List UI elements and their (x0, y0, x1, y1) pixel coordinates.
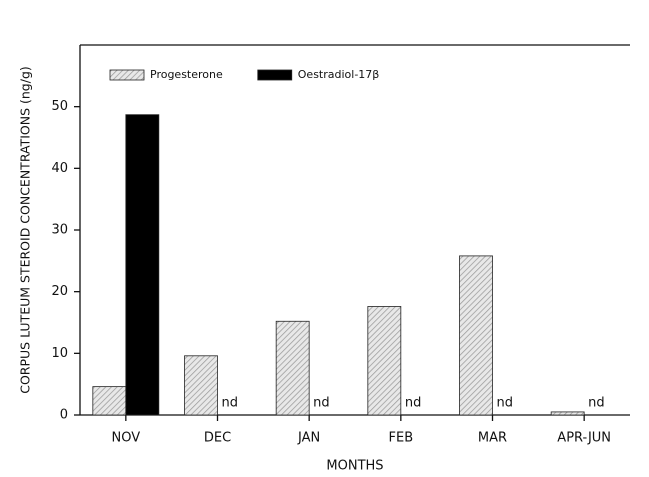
y-axis-label: CORPUS LUTEUM STEROID CONCENTRATIONS (ng… (18, 66, 33, 394)
bar (367, 306, 402, 416)
y-tick-label: 20 (51, 284, 68, 299)
bar (275, 320, 310, 416)
legend-swatch (109, 69, 145, 81)
legend-label: Progesterone (150, 68, 223, 81)
value-label: nd (222, 396, 239, 411)
value-label: nd (405, 396, 422, 411)
bar (550, 411, 585, 416)
legend-swatch (257, 69, 293, 81)
bar (125, 114, 160, 416)
bar (92, 386, 127, 416)
value-label: nd (588, 396, 605, 411)
bar (184, 355, 218, 416)
y-tick-label: 40 (51, 161, 68, 176)
y-tick-label: 10 (51, 346, 68, 361)
x-tick-label: JAN (297, 431, 320, 446)
x-tick-label: DEC (204, 431, 231, 446)
y-tick-label: 30 (51, 223, 68, 238)
y-tick-label: 0 (60, 408, 68, 423)
bar (459, 255, 493, 416)
y-tick-label: 50 (51, 99, 68, 114)
x-tick-label: NOV (112, 431, 141, 446)
x-tick-label: MAR (478, 431, 507, 446)
legend-label: Oestradiol-17β (298, 68, 380, 81)
x-axis-label: MONTHS (326, 459, 383, 474)
x-tick-label: APR-JUN (557, 431, 611, 446)
value-label: nd (497, 396, 514, 411)
x-tick-label: FEB (389, 431, 414, 446)
value-label: nd (313, 396, 330, 411)
